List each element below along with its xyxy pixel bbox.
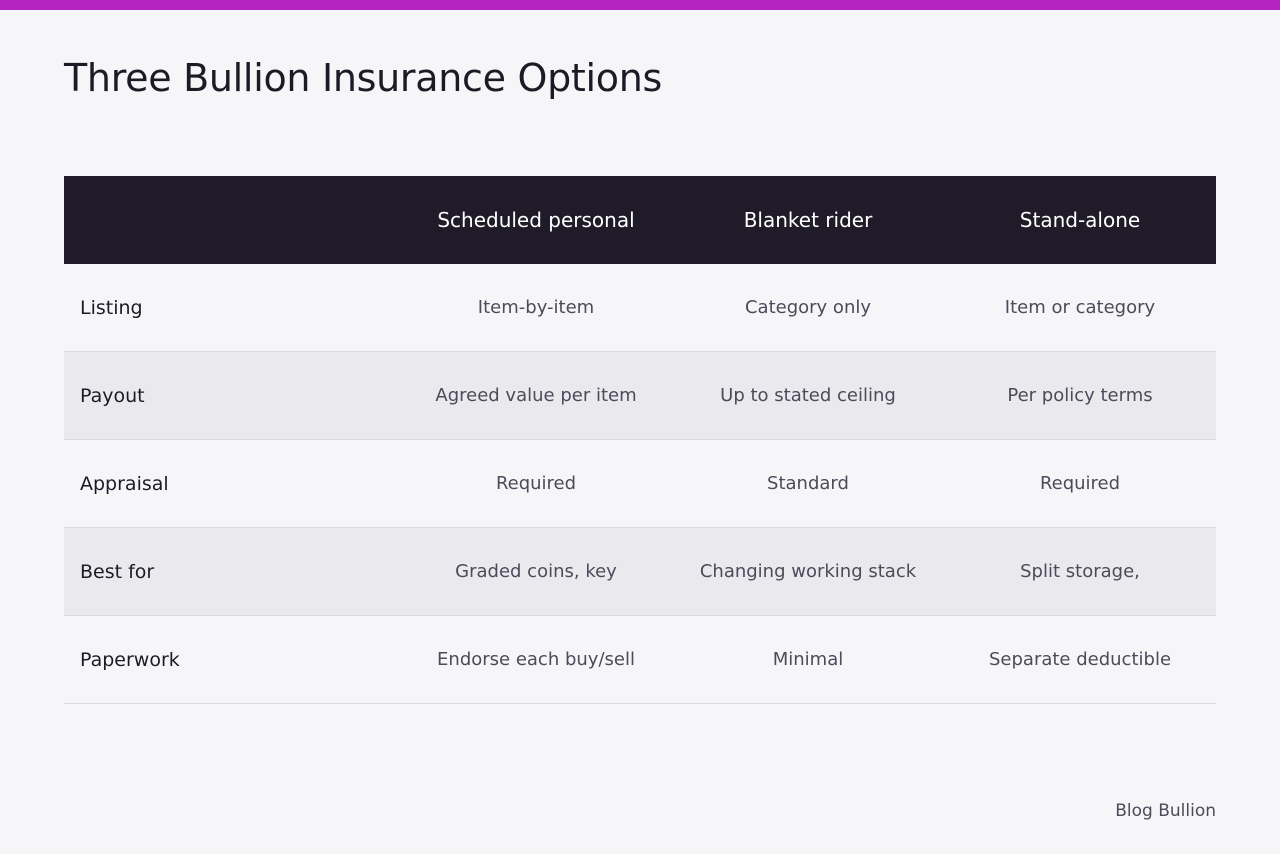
table-cell: Changing working stack [699, 561, 917, 582]
row-label: Best for [80, 560, 155, 583]
table-cell: Endorse each buy/sell [437, 649, 635, 670]
comparison-table: Scheduled personal Blanket rider Stand-a… [64, 176, 1216, 704]
row-label: Listing [80, 296, 143, 319]
footer-credit: Blog Bullion [1115, 801, 1216, 821]
column-header-blanket-rider: Blanket rider [743, 208, 873, 232]
table-cell: Standard [767, 473, 849, 494]
table-cell: Graded coins, key [455, 561, 617, 582]
table-cell: Required [495, 473, 577, 494]
table-row-appraisal: Appraisal Required Standard Required [64, 440, 1216, 528]
row-label: Paperwork [80, 648, 180, 671]
table-row-listing: Listing Item-by-item Category only Item … [64, 264, 1216, 352]
accent-bar [0, 0, 1280, 10]
row-label: Payout [80, 384, 145, 407]
table-row-best-for: Best for Graded coins, key Changing work… [64, 528, 1216, 616]
table-cell: Separate deductible [988, 649, 1172, 670]
table-cell: Split storage, [1020, 561, 1140, 582]
table-cell: Item-by-item [477, 297, 595, 318]
page-title: Three Bullion Insurance Options [64, 56, 662, 100]
table-cell: Per policy terms [1007, 385, 1153, 406]
table-header-row: Scheduled personal Blanket rider Stand-a… [64, 176, 1216, 264]
table-cell: Agreed value per item [435, 385, 637, 406]
table-cell: Item or category [1004, 297, 1156, 318]
column-header-scheduled-personal: Scheduled personal [437, 208, 635, 232]
table-row-paperwork: Paperwork Endorse each buy/sell Minimal … [64, 616, 1216, 704]
table-cell: Required [1039, 473, 1121, 494]
table-cell: Up to stated ceiling [720, 385, 896, 406]
table-cell: Category only [744, 297, 872, 318]
table-cell: Minimal [772, 649, 844, 670]
table-row-payout: Payout Agreed value per item Up to state… [64, 352, 1216, 440]
column-header-stand-alone: Stand-alone [1019, 208, 1141, 232]
row-label: Appraisal [80, 472, 169, 495]
